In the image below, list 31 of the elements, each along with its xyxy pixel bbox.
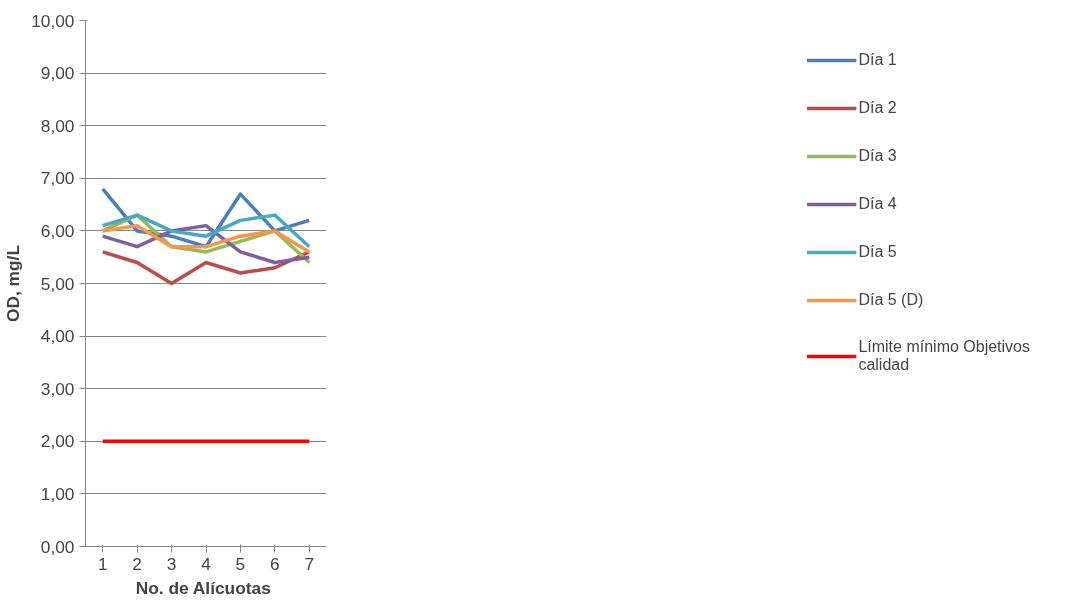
y-tick-label: 0,00	[40, 536, 75, 557]
legend-label: Límite mínimo Objetivos calidad	[858, 338, 1030, 374]
x-tick-label: 6	[270, 553, 280, 574]
y-tick-label: 10,00	[31, 10, 75, 31]
y-axis-title: OD, mg/L	[3, 244, 24, 323]
legend-label: Día 5 (D)	[858, 291, 924, 309]
x-tick-label: 5	[235, 553, 246, 574]
legend-label: Día 5	[858, 243, 897, 261]
y-tick-label: 2,00	[40, 431, 75, 452]
y-tick-label: 1,00	[40, 483, 75, 504]
y-tick-label: 9,00	[40, 63, 75, 84]
x-axis-title: No. de Alícuotas	[135, 577, 271, 598]
y-tick-label: 8,00	[40, 115, 75, 136]
x-tick-label: 4	[201, 553, 212, 574]
y-tick-label: 5,00	[40, 273, 75, 294]
x-tick-label: 3	[166, 553, 177, 574]
y-tick-label: 7,00	[40, 168, 75, 189]
legend-label: Día 1	[858, 51, 897, 69]
x-tick-label: 7	[304, 553, 315, 574]
legend-label: Día 3	[858, 147, 897, 165]
legend-label: Día 2	[858, 99, 897, 117]
line-series	[100, 250, 312, 286]
y-tick-label: 6,00	[40, 220, 75, 241]
line-series	[100, 213, 312, 249]
legend-label: Día 4	[858, 195, 897, 213]
line-series	[100, 223, 312, 254]
y-tick-label: 3,00	[40, 378, 75, 399]
line-series	[100, 223, 312, 265]
y-tick-label: 4,00	[40, 326, 75, 347]
x-tick-label: 2	[132, 553, 142, 574]
x-tick-label: 1	[97, 553, 108, 574]
